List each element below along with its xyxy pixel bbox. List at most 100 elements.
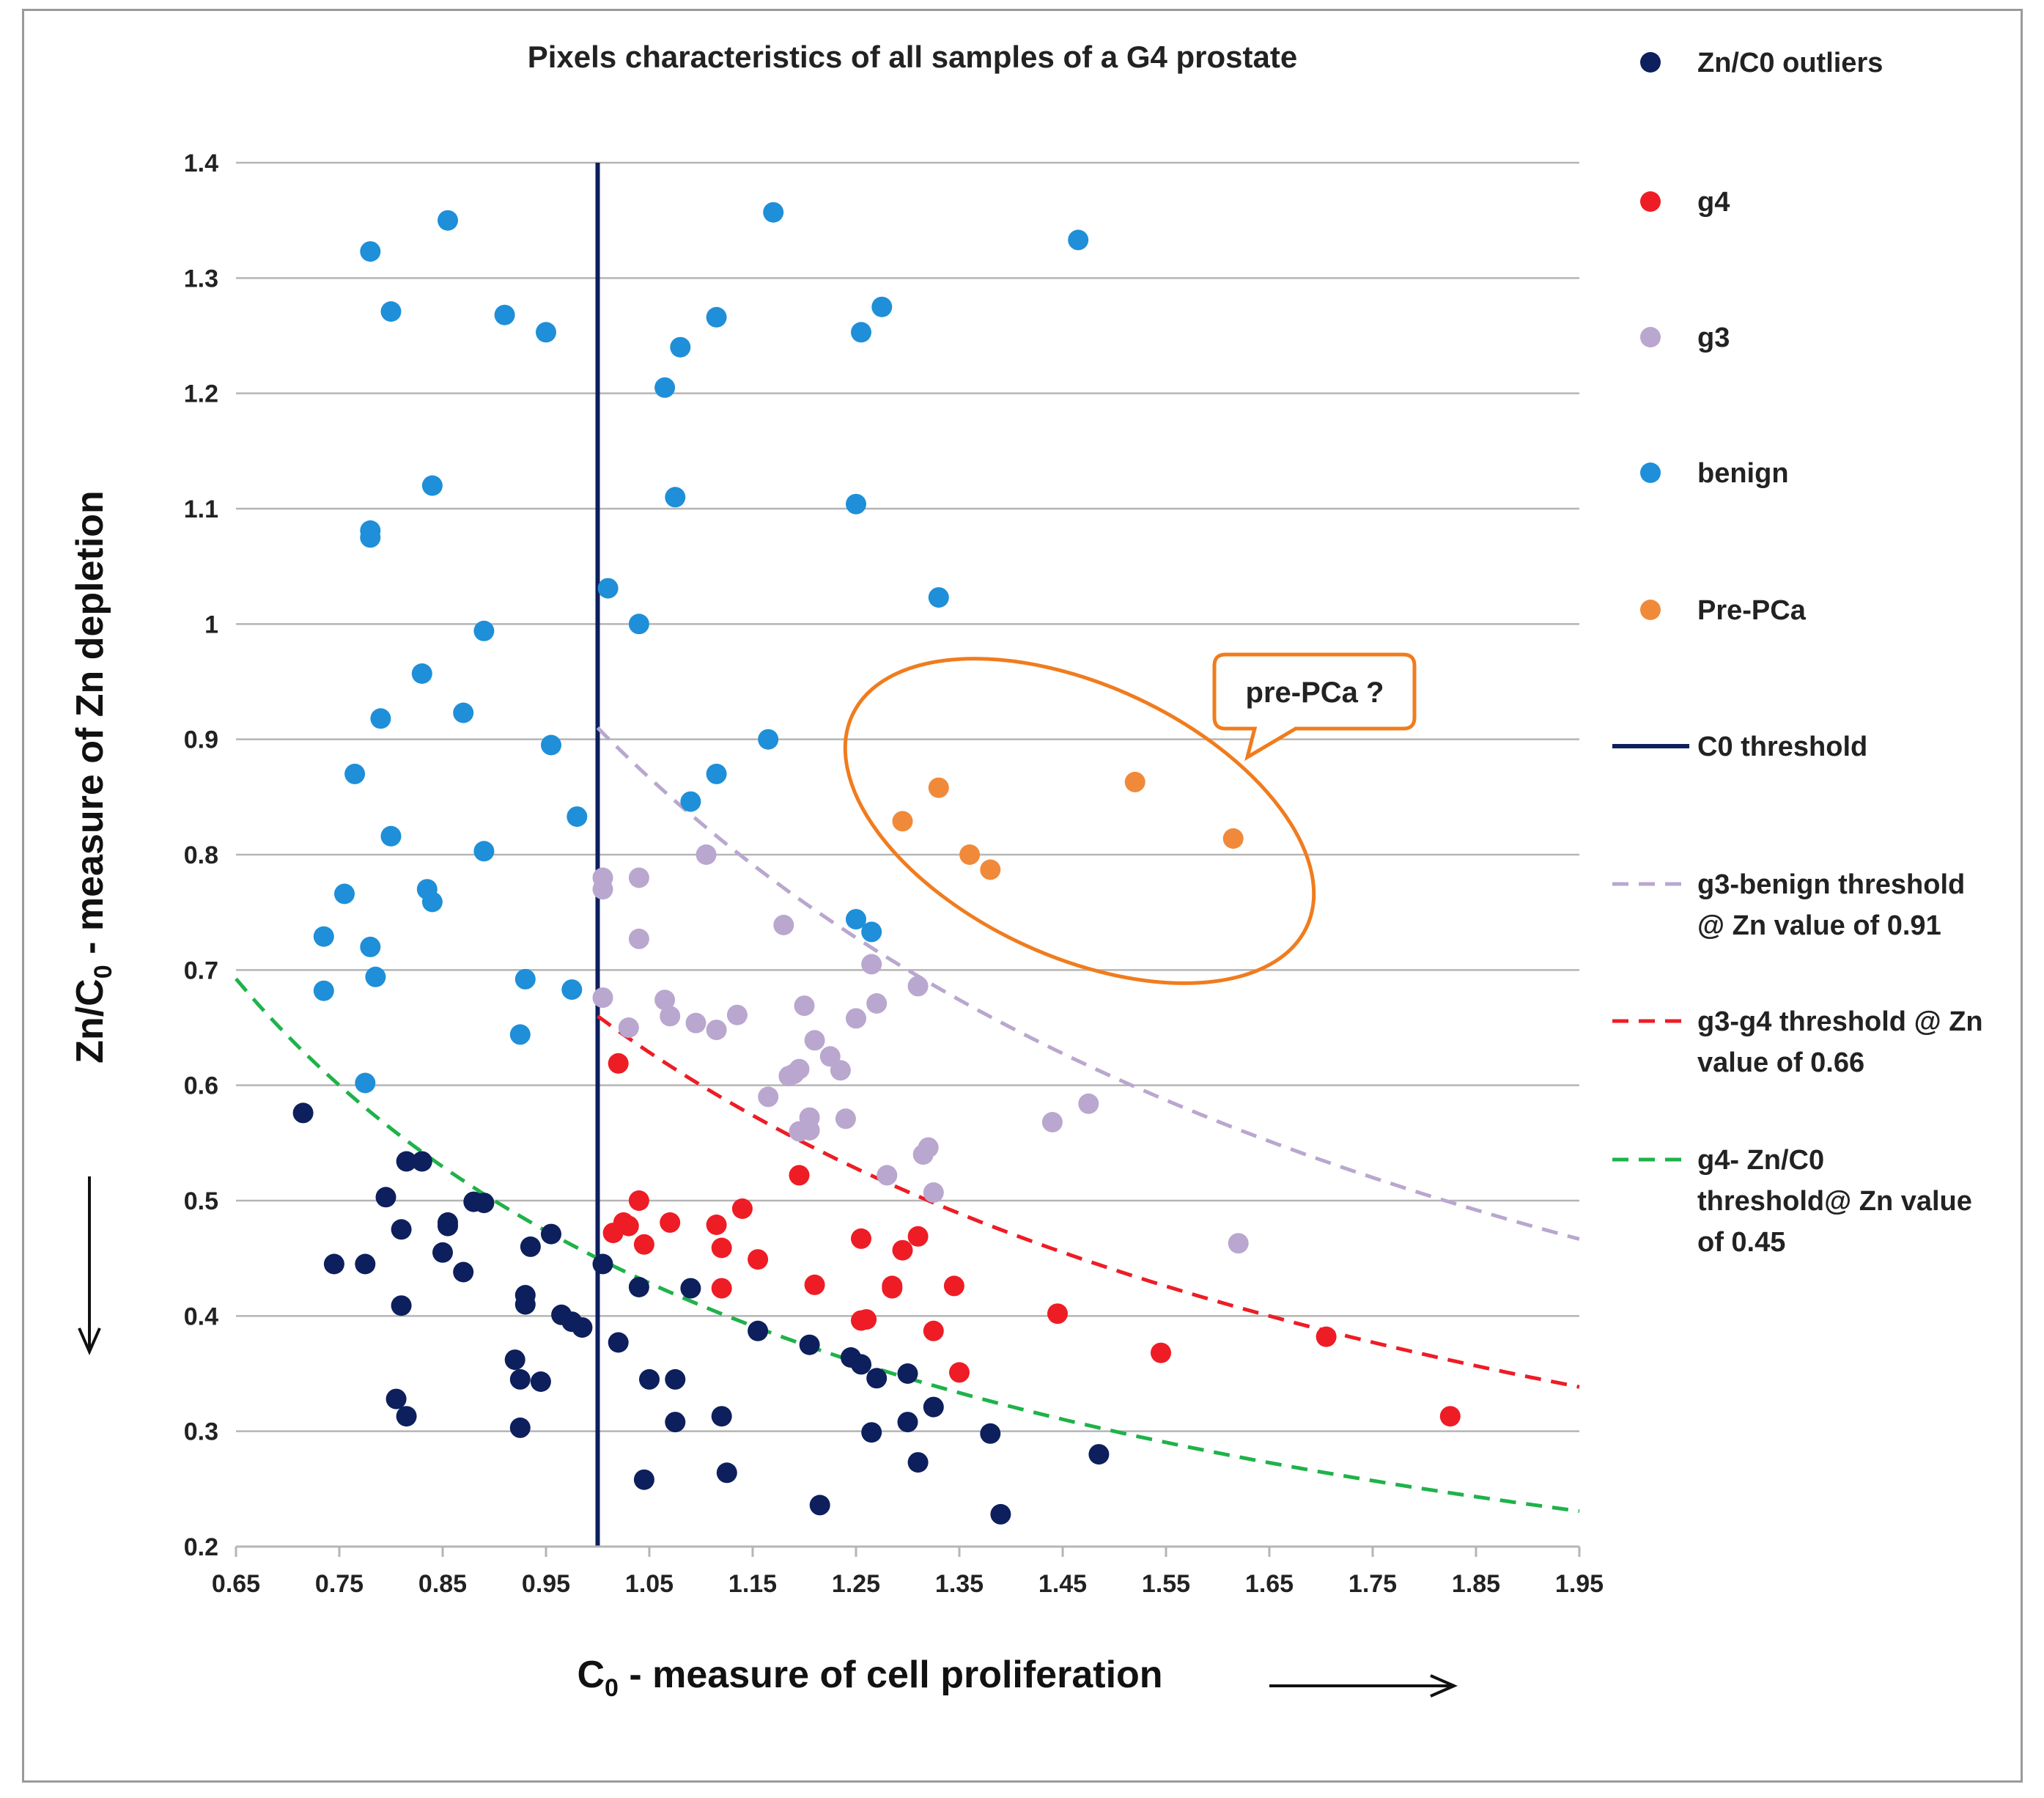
threshold-curve-1 — [596, 726, 1580, 1241]
legend-label-0: Zn/C0 outliers — [1697, 48, 1883, 78]
point-zn-c0-outliers-8 — [385, 1388, 407, 1410]
point-zn-c0-outliers-22 — [530, 1371, 551, 1392]
point-g3-33 — [1041, 1112, 1063, 1132]
x-tick-label-4: 1.05 — [625, 1570, 674, 1598]
point-zn-c0-outliers-9 — [396, 1406, 417, 1427]
point-zn-c0-outliers-1 — [323, 1253, 344, 1275]
point-benign-41 — [861, 921, 882, 943]
y-tick-label-7: 0.9 — [184, 726, 218, 754]
y-tick-label-6: 0.8 — [184, 841, 218, 869]
point-zn-c0-outliers-12 — [438, 1212, 458, 1233]
point-g3-31 — [918, 1137, 939, 1158]
point-g4-7 — [706, 1215, 727, 1235]
point-zn-c0-outliers-30 — [633, 1469, 654, 1490]
point-benign-23 — [514, 968, 536, 990]
y-axis-label: Zn/C0 - measure of Zn depletion — [69, 490, 117, 1064]
legend-item-7: g3-g4 threshold @ Zn value of 0.66 — [1612, 1006, 1983, 1078]
point-zn-c0-outliers-43 — [866, 1368, 888, 1389]
legend-label-7: g3-g4 threshold @ Zn value of 0.66 — [1697, 1006, 1983, 1078]
point-zn-c0-outliers-6 — [396, 1151, 417, 1172]
point-benign-21 — [494, 304, 515, 325]
callout-text: pre-PCa ? — [1246, 677, 1384, 709]
y-tick-label-10: 1.2 — [184, 380, 218, 408]
point-g3-25 — [846, 1008, 866, 1029]
x-tick-label-0: 0.65 — [212, 1570, 260, 1598]
x-axis-label: C0 - measure of cell proliferation — [577, 1654, 1162, 1702]
point-benign-11 — [380, 301, 402, 322]
point-g3-29 — [907, 976, 929, 997]
point-g3-23 — [830, 1060, 851, 1081]
axes — [235, 1545, 1581, 1557]
legend-label-5: C0 threshold — [1697, 732, 1867, 762]
point-benign-18 — [453, 702, 474, 723]
figure-frame — [22, 9, 2023, 1783]
point-g3-18 — [794, 995, 815, 1017]
point-zn-c0-outliers-33 — [665, 1412, 686, 1433]
point-benign-32 — [670, 336, 691, 358]
point-benign-33 — [680, 791, 701, 812]
point-benign-29 — [628, 614, 649, 635]
point-zn-c0-outliers-10 — [432, 1242, 453, 1263]
point-benign-22 — [509, 1024, 531, 1045]
point-g4-5 — [633, 1234, 654, 1255]
point-g3-4 — [618, 1017, 639, 1038]
point-benign-9 — [365, 966, 386, 987]
point-zn-c0-outliers-27 — [592, 1253, 613, 1275]
y-tick-label-5: 0.7 — [184, 957, 218, 984]
point-g3-3 — [592, 987, 613, 1009]
point-zn-c0-outliers-50 — [1088, 1444, 1110, 1465]
point-benign-24 — [536, 322, 556, 343]
point-g4-18 — [882, 1278, 903, 1299]
gridlines — [236, 161, 1579, 1548]
y-axis-arrow — [78, 1176, 101, 1355]
point-benign-10 — [370, 708, 391, 729]
point-zn-c0-outliers-5 — [391, 1219, 412, 1240]
point-g4-21 — [923, 1320, 944, 1341]
point-zn-c0-outliers-3 — [375, 1187, 396, 1208]
legend-item-0: Zn/C0 outliers — [1640, 48, 1883, 78]
point-zn-c0-outliers-23 — [541, 1223, 561, 1245]
point-zn-c0-outliers-0 — [292, 1102, 314, 1124]
x-tick-label-10: 1.65 — [1245, 1570, 1294, 1598]
point-g3-26 — [861, 954, 882, 975]
legend-item-8: g4- Zn/C0 threshold@ Zn value of 0.45 — [1612, 1145, 1972, 1258]
point-benign-28 — [597, 578, 619, 599]
point-zn-c0-outliers-42 — [861, 1422, 882, 1443]
point-pre-pca-3 — [980, 859, 1001, 880]
point-benign-27 — [567, 806, 588, 828]
point-benign-12 — [380, 825, 402, 847]
legend-label-2: g3 — [1697, 323, 1730, 353]
point-zn-c0-outliers-44 — [897, 1363, 918, 1384]
point-g3-12 — [758, 1086, 779, 1108]
point-g3-6 — [654, 990, 676, 1011]
point-benign-40 — [851, 322, 871, 343]
x-tick-labels: 0.65 0.75 0.85 0.95 1.05 1.15 1.25 1.35 1.45 1.55… — [212, 1570, 1604, 1598]
point-g3-24 — [835, 1108, 856, 1130]
legend-item-1: g4 — [1640, 187, 1730, 218]
point-zn-c0-outliers-28 — [608, 1332, 629, 1353]
point-zn-c0-outliers-48 — [980, 1423, 1001, 1444]
point-pre-pca-5 — [1222, 828, 1244, 849]
point-benign-38 — [846, 909, 866, 930]
point-g4-8 — [711, 1237, 732, 1259]
point-benign-8 — [360, 520, 381, 541]
point-zn-c0-outliers-15 — [473, 1193, 495, 1214]
y-tick-label-11: 1.3 — [184, 265, 218, 292]
point-benign-4 — [355, 1072, 376, 1094]
point-g4-26 — [1316, 1326, 1337, 1347]
point-zn-c0-outliers-39 — [809, 1495, 830, 1516]
point-g3-16 — [789, 1058, 810, 1080]
x-tick-label-8: 1.45 — [1038, 1570, 1087, 1598]
point-benign-35 — [706, 306, 727, 328]
point-g3-1 — [592, 879, 613, 900]
point-g4-25 — [1151, 1342, 1171, 1363]
pre-pca-ellipse — [843, 657, 1316, 985]
point-zn-c0-outliers-4 — [391, 1295, 412, 1316]
point-zn-c0-outliers-34 — [680, 1278, 701, 1299]
y-tick-label-9: 1.1 — [184, 495, 218, 523]
point-g4-10 — [731, 1198, 753, 1219]
point-g4-11 — [748, 1249, 769, 1270]
point-g3-34 — [1078, 1093, 1099, 1114]
point-g4-9 — [711, 1278, 732, 1299]
